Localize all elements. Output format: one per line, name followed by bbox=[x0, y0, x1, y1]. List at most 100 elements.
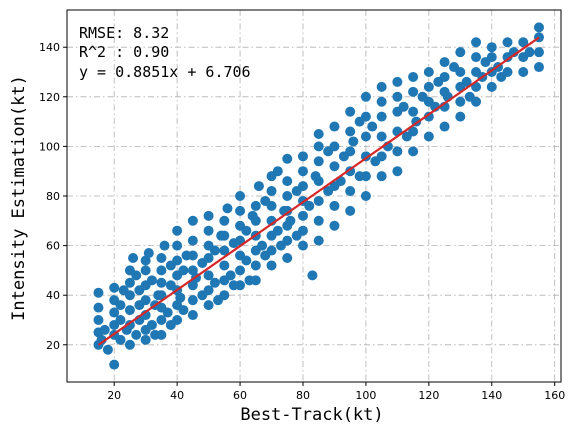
data-point bbox=[187, 235, 198, 246]
y-tick-label: 140 bbox=[39, 41, 60, 54]
data-point bbox=[235, 280, 246, 291]
data-point bbox=[533, 22, 544, 33]
data-point bbox=[313, 235, 324, 246]
data-point bbox=[109, 307, 120, 318]
data-point bbox=[502, 67, 513, 77]
data-point bbox=[222, 203, 233, 214]
data-point bbox=[143, 248, 154, 259]
x-tick-label: 160 bbox=[544, 389, 565, 402]
y-ticks: 20 40 60 80 100 120 140 bbox=[39, 41, 67, 352]
data-point bbox=[345, 205, 356, 216]
data-point bbox=[313, 156, 324, 167]
data-point bbox=[313, 195, 324, 206]
data-point bbox=[172, 315, 183, 325]
data-point bbox=[109, 282, 120, 293]
data-point bbox=[219, 245, 230, 256]
data-point bbox=[156, 277, 167, 288]
data-point bbox=[304, 200, 315, 211]
data-point bbox=[502, 37, 513, 48]
y-tick-label: 120 bbox=[39, 91, 60, 104]
data-point bbox=[533, 47, 544, 58]
data-point bbox=[93, 287, 104, 298]
data-point bbox=[345, 186, 356, 197]
data-point bbox=[455, 47, 466, 58]
x-tick-label: 40 bbox=[170, 389, 184, 402]
data-point bbox=[172, 255, 183, 266]
data-point bbox=[187, 295, 198, 306]
data-point bbox=[408, 146, 419, 157]
data-point bbox=[392, 91, 403, 102]
data-point bbox=[187, 250, 198, 261]
data-point bbox=[124, 305, 135, 316]
data-point bbox=[282, 235, 293, 246]
data-point bbox=[313, 129, 324, 139]
data-point bbox=[423, 131, 434, 142]
data-point bbox=[297, 166, 308, 177]
data-point bbox=[282, 191, 293, 201]
data-point bbox=[187, 215, 198, 226]
data-point bbox=[376, 96, 387, 107]
data-point bbox=[329, 220, 340, 231]
y-tick-label: 80 bbox=[46, 190, 60, 203]
annotation-equation: y = 0.8851x + 6.706 bbox=[79, 63, 251, 81]
data-point bbox=[156, 290, 167, 301]
data-point bbox=[471, 52, 482, 63]
data-point bbox=[471, 96, 482, 107]
data-point bbox=[392, 146, 403, 157]
data-point bbox=[360, 131, 371, 142]
data-point bbox=[115, 334, 126, 345]
data-point bbox=[297, 240, 308, 251]
data-point bbox=[423, 67, 434, 77]
data-point bbox=[241, 225, 252, 236]
data-point bbox=[376, 151, 387, 162]
data-point bbox=[146, 319, 157, 330]
data-point bbox=[398, 101, 409, 112]
data-point bbox=[266, 200, 277, 211]
data-point bbox=[392, 76, 403, 87]
data-point bbox=[250, 200, 261, 211]
data-point bbox=[518, 67, 529, 77]
data-point bbox=[203, 300, 214, 311]
data-point bbox=[313, 176, 324, 187]
data-point bbox=[235, 205, 246, 216]
data-point bbox=[266, 245, 277, 256]
x-tick-label: 120 bbox=[418, 389, 439, 402]
data-point bbox=[175, 292, 186, 303]
data-point bbox=[266, 186, 277, 197]
data-point bbox=[156, 265, 167, 276]
data-point bbox=[439, 71, 450, 82]
data-point bbox=[96, 334, 107, 345]
data-point bbox=[408, 106, 419, 117]
data-point bbox=[172, 240, 183, 251]
data-point bbox=[392, 166, 403, 177]
data-point bbox=[172, 225, 183, 236]
data-point bbox=[408, 71, 419, 82]
x-axis-label: Best-Track(kt) bbox=[240, 405, 383, 425]
data-point bbox=[297, 151, 308, 162]
data-point bbox=[235, 191, 246, 201]
data-point bbox=[124, 277, 135, 288]
data-point bbox=[455, 67, 466, 77]
data-point bbox=[345, 126, 356, 137]
data-point bbox=[455, 111, 466, 122]
data-point bbox=[524, 47, 535, 58]
data-point bbox=[518, 37, 529, 48]
data-point bbox=[376, 131, 387, 142]
data-point bbox=[203, 225, 214, 236]
data-point bbox=[461, 76, 472, 87]
data-point bbox=[140, 265, 151, 276]
data-point bbox=[250, 215, 261, 226]
data-point bbox=[376, 171, 387, 182]
data-point bbox=[360, 111, 371, 122]
data-point bbox=[187, 310, 198, 321]
data-point bbox=[93, 315, 104, 325]
data-point bbox=[140, 295, 151, 306]
data-point bbox=[162, 307, 173, 318]
data-point bbox=[156, 329, 167, 340]
data-point bbox=[345, 146, 356, 157]
data-point bbox=[329, 200, 340, 211]
data-point bbox=[140, 334, 151, 345]
data-point bbox=[131, 270, 142, 281]
data-point bbox=[423, 81, 434, 92]
